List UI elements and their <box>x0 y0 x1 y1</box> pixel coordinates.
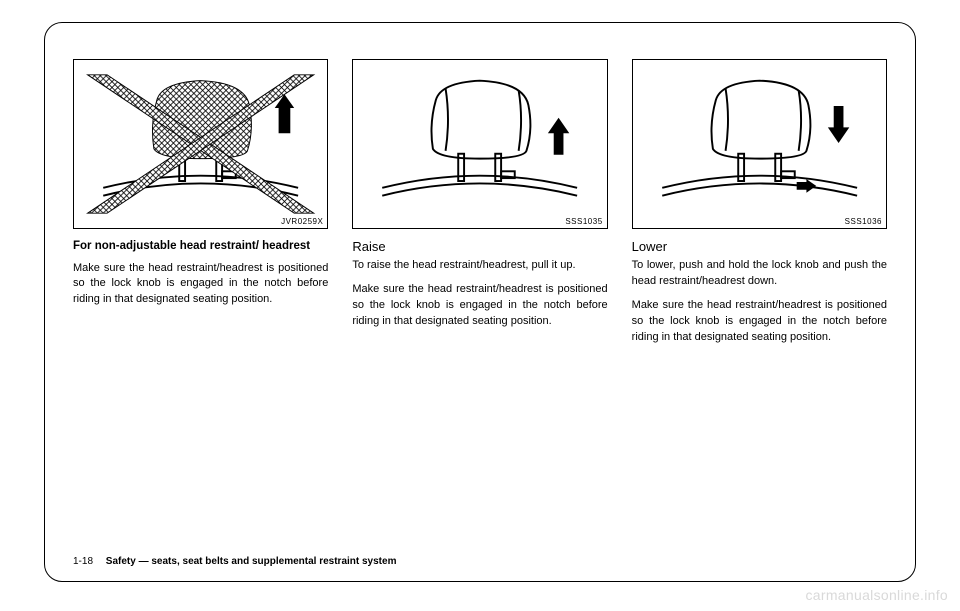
column-3: SSS1036 Lower To lower, push and hold th… <box>632 59 887 561</box>
watermark: carmanualsonline.info <box>806 587 949 603</box>
col3-title: Lower <box>632 239 887 254</box>
col2-title: Raise <box>352 239 607 254</box>
figure-label: JVR0259X <box>281 217 323 226</box>
figure-lower: SSS1036 <box>632 59 887 229</box>
figure-label: SSS1035 <box>565 217 602 226</box>
col2-paragraph-1: To raise the head restraint/headrest, pu… <box>352 258 607 274</box>
page-number: 1-18 <box>73 556 93 567</box>
col1-paragraph-1: Make sure the head restraint/headrest is… <box>73 261 328 309</box>
figure-label: SSS1036 <box>845 217 882 226</box>
columns-container: JVR0259X For non-adjustable head restrai… <box>73 59 887 561</box>
page-frame: JVR0259X For non-adjustable head restrai… <box>44 22 916 582</box>
column-2: SSS1035 Raise To raise the head restrain… <box>352 59 607 561</box>
column-1: JVR0259X For non-adjustable head restrai… <box>73 59 328 561</box>
chapter-title: Safety — seats, seat belts and supplemen… <box>106 556 397 567</box>
col3-paragraph-1: To lower, push and hold the lock knob an… <box>632 258 887 290</box>
page-footer: 1-18 Safety — seats, seat belts and supp… <box>73 556 396 567</box>
col3-paragraph-2: Make sure the head restraint/headrest is… <box>632 298 887 346</box>
headrest-raise-icon <box>353 60 606 228</box>
figure-non-adjustable: JVR0259X <box>73 59 328 229</box>
col2-paragraph-2: Make sure the head restraint/headrest is… <box>352 282 607 330</box>
col1-title: For non-adjustable head restraint/ headr… <box>73 239 328 255</box>
headrest-lower-icon <box>633 60 886 228</box>
headrest-crossed-icon <box>74 60 327 228</box>
figure-raise: SSS1035 <box>352 59 607 229</box>
